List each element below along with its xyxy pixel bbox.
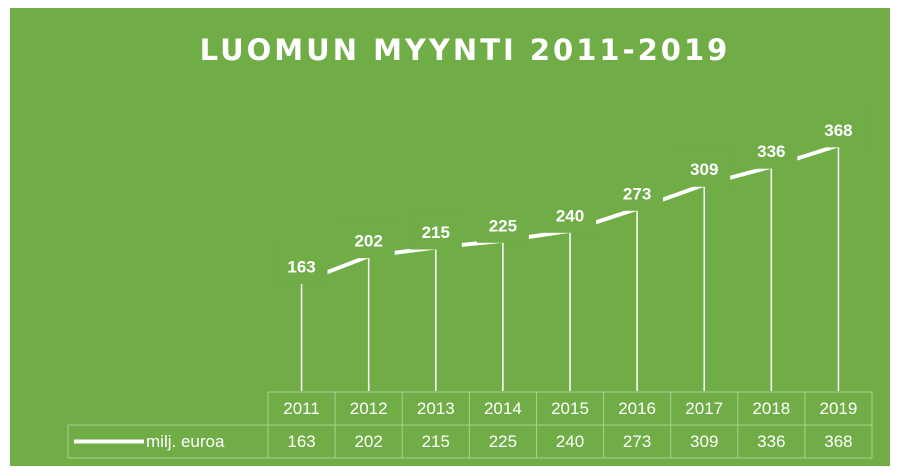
data-label: 336	[757, 142, 785, 161]
table-header: 2012	[350, 399, 388, 418]
label-bg	[812, 109, 865, 148]
table-header: 2015	[551, 399, 589, 418]
data-label: 240	[556, 206, 584, 225]
table-value: 163	[287, 432, 315, 451]
table-value: 215	[422, 432, 450, 451]
label-bg	[476, 204, 529, 243]
data-label: 368	[824, 121, 852, 140]
table-header: 2011	[283, 399, 320, 418]
label-bg	[409, 211, 462, 250]
table-header: 2017	[685, 399, 723, 418]
table-value: 273	[623, 432, 651, 451]
label-bg	[342, 220, 395, 259]
data-label: 225	[489, 216, 517, 235]
table-value: 336	[757, 432, 785, 451]
label-bg	[611, 172, 664, 211]
label-bg	[678, 148, 731, 187]
legend-label: milj. euroa	[146, 432, 225, 451]
table-header: 2016	[618, 399, 656, 418]
label-bg	[275, 246, 328, 285]
table-value: 309	[690, 432, 718, 451]
chart-title: LUOMUN MYYNTI 2011-2019	[200, 33, 731, 67]
table-header: 2018	[752, 399, 790, 418]
label-bg	[745, 130, 798, 169]
table-value: 202	[354, 432, 382, 451]
data-label: 163	[287, 258, 315, 277]
data-label: 273	[623, 184, 651, 203]
table-header: 2013	[417, 399, 455, 418]
table-value: 368	[824, 432, 852, 451]
data-label: 202	[354, 232, 382, 251]
table-value: 240	[556, 432, 584, 451]
table-header: 2014	[484, 399, 522, 418]
data-label: 215	[422, 223, 450, 242]
table-value: 225	[489, 432, 517, 451]
table-header: 2019	[820, 399, 858, 418]
label-bg	[544, 194, 596, 233]
data-label: 309	[690, 160, 718, 179]
